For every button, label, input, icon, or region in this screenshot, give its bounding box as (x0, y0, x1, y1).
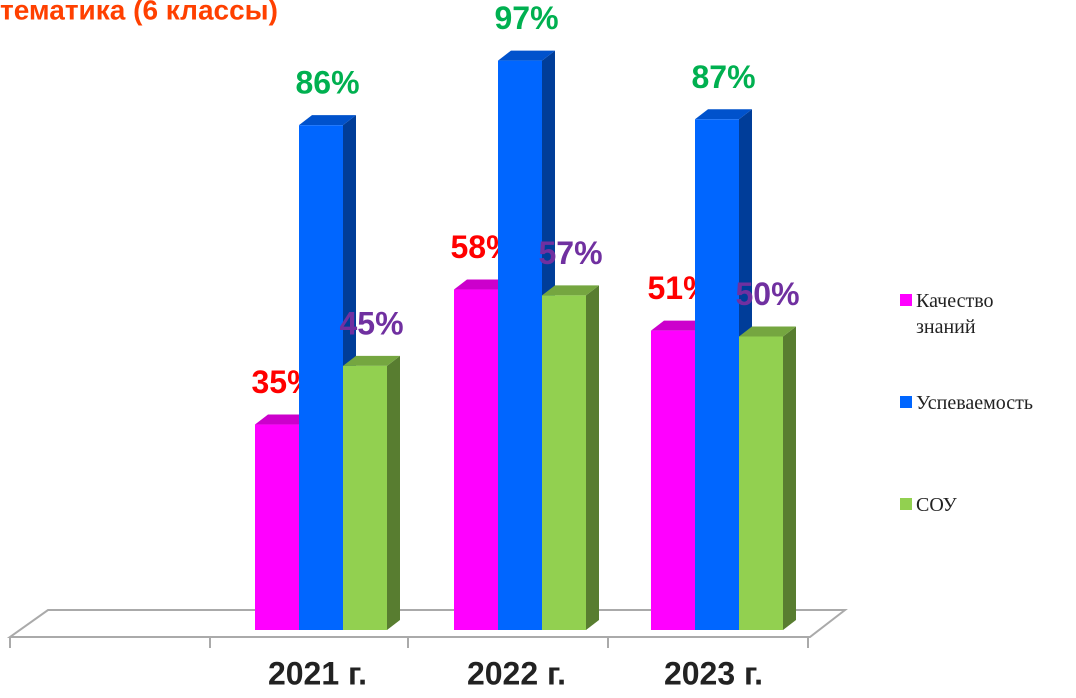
bar-top (695, 109, 752, 120)
value-label: 45% (339, 305, 403, 341)
bar-top (498, 50, 555, 61)
bar-top (299, 115, 356, 126)
bar-side (586, 285, 599, 630)
bar (454, 289, 498, 630)
bar (343, 365, 387, 630)
legend: Качество знаний Успеваемость СОУ (900, 288, 1070, 594)
x-tick-label: 2023 г. (664, 655, 763, 691)
legend-swatch (900, 498, 912, 510)
legend-item: Качество знаний (900, 288, 1070, 390)
bar-side (387, 355, 400, 630)
bar-top (542, 285, 599, 296)
bar-top (343, 355, 400, 366)
bar (542, 295, 586, 630)
legend-label: СОУ (916, 494, 957, 516)
bar-top (739, 326, 796, 337)
bar-top (454, 279, 511, 290)
bar (255, 424, 299, 630)
bar (651, 330, 695, 630)
chart-title: тематика (6 классы) (0, 0, 278, 25)
legend-item: СОУ (900, 492, 1070, 594)
legend-label: Успеваемость (916, 392, 1034, 414)
bar-top (255, 414, 312, 425)
bar (695, 119, 739, 630)
bar (299, 125, 343, 631)
value-label: 87% (691, 59, 755, 95)
legend-label: Качество знаний (916, 290, 994, 338)
legend-swatch (900, 396, 912, 408)
bar-side (783, 326, 796, 630)
x-tick-label: 2022 г. (467, 655, 566, 691)
bar (498, 60, 542, 631)
value-label: 86% (295, 65, 359, 101)
value-label: 57% (538, 235, 602, 271)
legend-swatch (900, 294, 912, 306)
legend-item: Успеваемость (900, 390, 1070, 492)
value-label: 50% (735, 276, 799, 312)
value-label: 97% (494, 0, 558, 36)
x-tick-label: 2021 г. (268, 655, 367, 691)
bar (739, 336, 783, 630)
bar-top (651, 320, 708, 331)
